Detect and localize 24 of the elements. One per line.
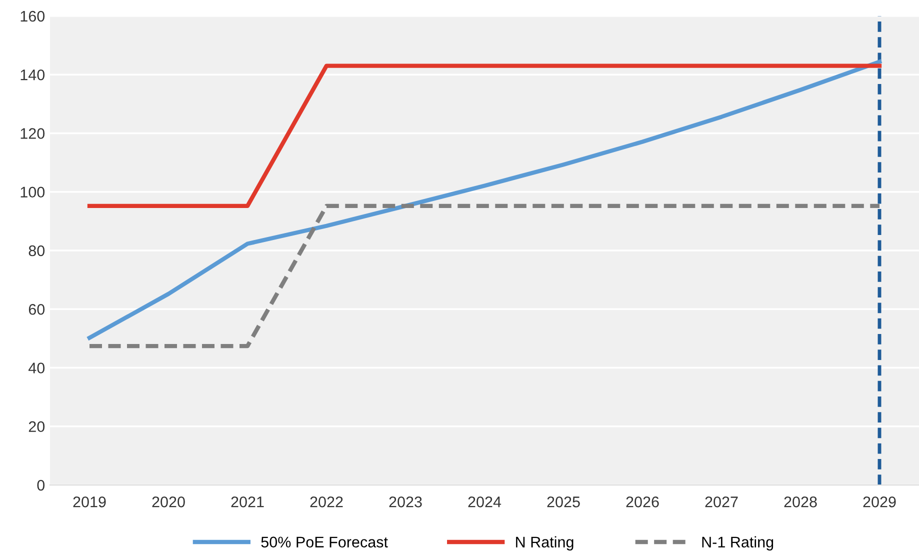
x-tick-label: 2020 [152,496,185,508]
x-tick-label: 2024 [468,496,502,508]
x-tick-label: 2026 [626,496,659,508]
y-tick-label: 160 [20,10,45,22]
y-tick-label: 80 [28,245,45,256]
x-tick-label: 2025 [547,496,580,508]
x-tick-label: 2019 [73,496,106,508]
x-tick-label: 2029 [863,496,896,508]
y-tick-label: 120 [20,128,45,139]
x-tick-label: 2021 [231,496,264,508]
legend-label: N Rating [516,536,574,551]
line-series [87,60,882,340]
x-tick-label: 2023 [389,496,422,508]
y-tick-label: 0 [37,480,45,491]
legend-label: N-1 Rating [702,536,774,551]
x-tick-label: 2022 [310,496,343,508]
legend-label: 50% PoE Forecast [261,536,388,548]
y-tick-label: 100 [20,186,45,198]
y-tick-label: 20 [28,421,45,432]
x-tick-label: 2028 [784,496,817,508]
x-tick-label: 2027 [705,496,738,508]
y-tick-label: 60 [28,304,45,315]
y-tick-label: 140 [20,69,45,80]
y-tick-label: 40 [28,362,45,374]
